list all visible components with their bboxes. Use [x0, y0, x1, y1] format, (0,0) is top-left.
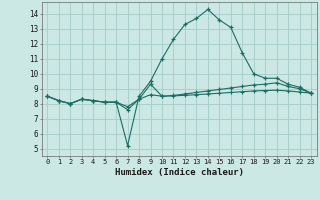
X-axis label: Humidex (Indice chaleur): Humidex (Indice chaleur): [115, 168, 244, 177]
